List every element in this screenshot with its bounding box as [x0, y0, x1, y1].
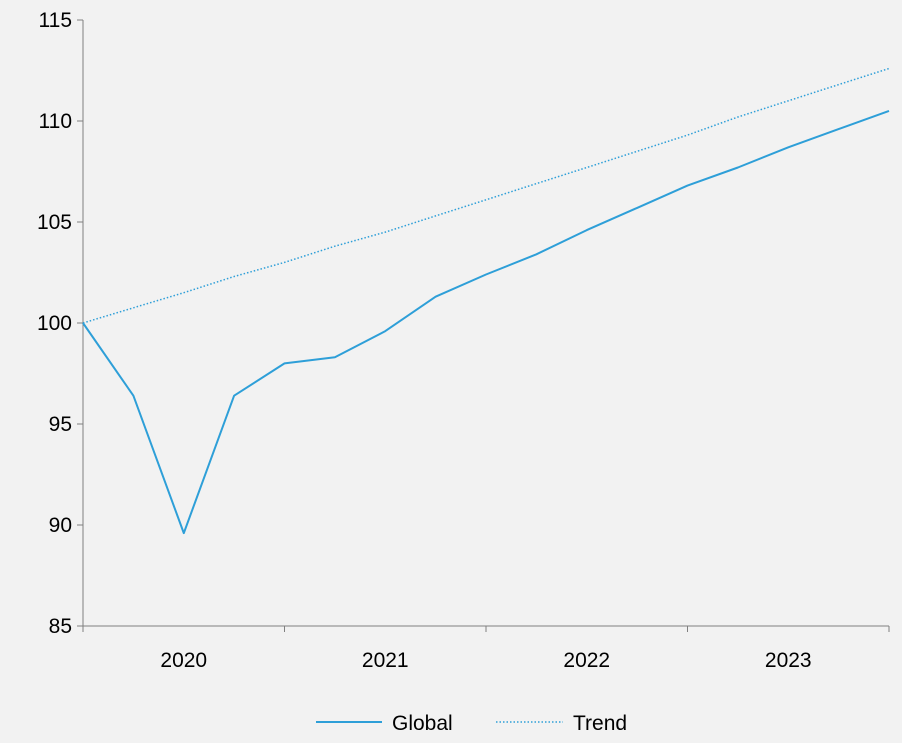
y-tick-label: 100: [37, 312, 72, 335]
x-tick-label: 2022: [563, 649, 610, 672]
series-line-trend: [82, 67, 890, 324]
y-tick-label: 110: [39, 110, 72, 133]
y-tick-label: 115: [39, 9, 72, 32]
y-tick-label: 95: [49, 413, 72, 436]
legend-label-global: Global: [392, 712, 453, 735]
x-tick-label: 2021: [362, 649, 409, 672]
x-tick-label: 2020: [160, 649, 207, 672]
series-line-global: [82, 109, 890, 535]
legend-label-trend: Trend: [573, 712, 627, 735]
y-tick-label: 105: [37, 211, 72, 234]
x-tick-label: 2023: [765, 649, 812, 672]
y-tick-label: 85: [49, 615, 72, 638]
y-tick-label: 90: [49, 514, 72, 537]
